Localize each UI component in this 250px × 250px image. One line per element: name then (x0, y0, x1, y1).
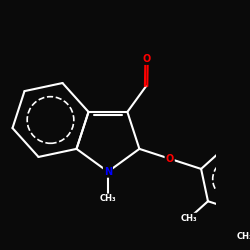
Text: O: O (166, 154, 174, 164)
Text: CH₃: CH₃ (100, 194, 116, 203)
Text: N: N (104, 167, 112, 177)
Text: CH₃: CH₃ (181, 214, 198, 223)
Text: CH₃: CH₃ (236, 232, 250, 241)
Text: O: O (142, 54, 151, 64)
